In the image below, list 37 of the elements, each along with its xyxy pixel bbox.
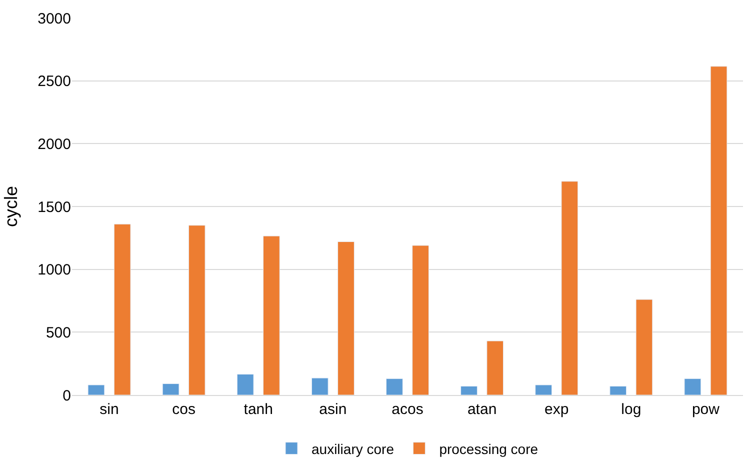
y-tick-label: 2000: [38, 136, 71, 153]
bar: [460, 386, 478, 395]
x-tick-label: sin: [100, 401, 119, 418]
bar: [412, 245, 429, 395]
bar: [88, 384, 105, 395]
bar: [162, 383, 180, 395]
x-tick-label: acos: [392, 401, 424, 418]
x-tick-label: asin: [319, 401, 347, 418]
bar: [684, 378, 702, 395]
bar: [610, 386, 627, 395]
legend-label: auxiliary core: [312, 440, 394, 457]
bar: [311, 378, 328, 395]
bar: [636, 299, 653, 395]
bar: [561, 181, 578, 395]
y-tick-label: 1000: [38, 262, 71, 279]
bar: [262, 236, 280, 395]
x-tick-label: cos: [172, 401, 196, 418]
x-tick-label: exp: [544, 401, 569, 418]
legend-label: processing core: [439, 440, 538, 457]
x-tick-label: pow: [692, 401, 720, 418]
y-tick-label: 2500: [38, 73, 71, 90]
x-tick-label: tanh: [244, 401, 273, 418]
y-tick-label: 1500: [38, 198, 71, 216]
y-tick-label: 3000: [38, 10, 71, 28]
bar: [114, 224, 131, 395]
bar: [188, 225, 206, 395]
y-tick-label: 0: [62, 387, 71, 404]
bar: [710, 66, 728, 395]
bar: [386, 378, 403, 395]
x-tick-label: log: [621, 401, 642, 418]
y-tick-label: 500: [46, 324, 71, 342]
bar: [486, 340, 504, 395]
bar: [535, 384, 552, 395]
x-tick-label: atan: [467, 401, 497, 418]
bar: [236, 374, 254, 395]
y-axis-title: cycle: [0, 186, 21, 228]
bar: [338, 241, 354, 395]
